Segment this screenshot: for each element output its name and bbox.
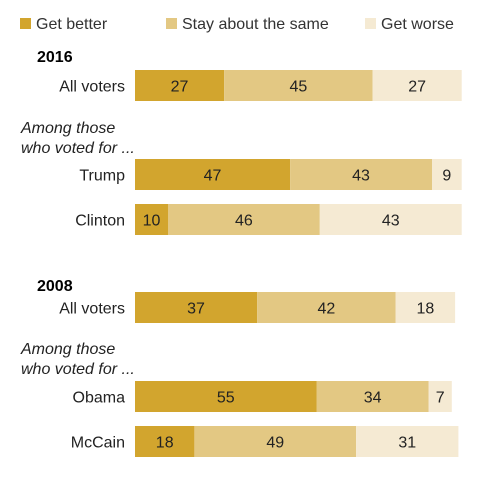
chart-bars: All voters 27 45 27 Trump 47 43 9 Clinton 10 46 43 A… bbox=[59, 70, 462, 457]
bar-1-1 bbox=[290, 159, 432, 190]
bar-value-2-1: 46 bbox=[235, 213, 253, 230]
bar-3-2 bbox=[395, 292, 456, 323]
legend: Get better Stay about the same Get worse bbox=[20, 16, 454, 33]
legend-swatch-1 bbox=[166, 18, 177, 29]
legend-label-2: Get worse bbox=[381, 16, 454, 33]
bar-5-0 bbox=[135, 426, 195, 457]
row-label-4: Obama bbox=[73, 390, 126, 407]
row-label-5: McCain bbox=[71, 435, 125, 452]
bar-value-1-0: 47 bbox=[204, 168, 222, 185]
bar-value-1-2: 9 bbox=[442, 168, 451, 185]
bar-value-3-2: 18 bbox=[417, 301, 435, 318]
legend-label-1: Stay about the same bbox=[182, 16, 329, 33]
bar-4-0 bbox=[135, 381, 317, 412]
group-subtitle-0-0: Among those bbox=[20, 120, 115, 137]
bar-1-2 bbox=[432, 159, 462, 190]
legend-swatch-2 bbox=[365, 18, 376, 29]
bar-value-1-1: 43 bbox=[352, 168, 370, 185]
bar-value-5-1: 49 bbox=[266, 435, 284, 452]
bar-4-1 bbox=[316, 381, 429, 412]
bar-value-2-0: 10 bbox=[143, 213, 161, 230]
bar-value-4-2: 7 bbox=[436, 390, 445, 407]
group-title-1: 2008 bbox=[37, 278, 73, 295]
row-label-2: Clinton bbox=[75, 213, 125, 230]
row-label-1: Trump bbox=[79, 168, 125, 185]
bar-3-0 bbox=[135, 292, 258, 323]
bar-3-1 bbox=[257, 292, 396, 323]
legend-label-0: Get better bbox=[36, 16, 108, 33]
bar-5-1 bbox=[194, 426, 357, 457]
bar-value-4-0: 55 bbox=[217, 390, 235, 407]
bar-5-2 bbox=[356, 426, 459, 457]
bar-0-0 bbox=[135, 70, 225, 101]
bar-4-2 bbox=[428, 381, 452, 412]
bar-value-3-1: 42 bbox=[318, 301, 336, 318]
group-title-0: 2016 bbox=[37, 49, 73, 66]
legend-swatch-0 bbox=[20, 18, 31, 29]
chart-groups: 2016 Among those who voted for ... 2008 Amon… bbox=[20, 49, 135, 378]
bar-value-5-0: 18 bbox=[156, 435, 174, 452]
bar-value-0-2: 27 bbox=[408, 79, 426, 96]
bar-value-2-2: 43 bbox=[382, 213, 400, 230]
bar-value-5-2: 31 bbox=[398, 435, 416, 452]
group-subtitle-1-1: who voted for ... bbox=[21, 361, 135, 378]
bar-2-0 bbox=[135, 204, 168, 235]
bar-2-1 bbox=[168, 204, 320, 235]
group-subtitle-0-1: who voted for ... bbox=[21, 140, 135, 157]
bar-value-4-1: 34 bbox=[364, 390, 382, 407]
bar-2-2 bbox=[319, 204, 462, 235]
row-label-3: All voters bbox=[59, 301, 125, 318]
bar-value-0-0: 27 bbox=[171, 79, 189, 96]
bar-value-3-0: 37 bbox=[187, 301, 205, 318]
bar-0-1 bbox=[224, 70, 373, 101]
bar-0-2 bbox=[372, 70, 462, 101]
row-label-0: All voters bbox=[59, 79, 125, 96]
bar-1-0 bbox=[135, 159, 291, 190]
bar-value-0-1: 45 bbox=[289, 79, 307, 96]
group-subtitle-1-0: Among those bbox=[20, 341, 115, 358]
